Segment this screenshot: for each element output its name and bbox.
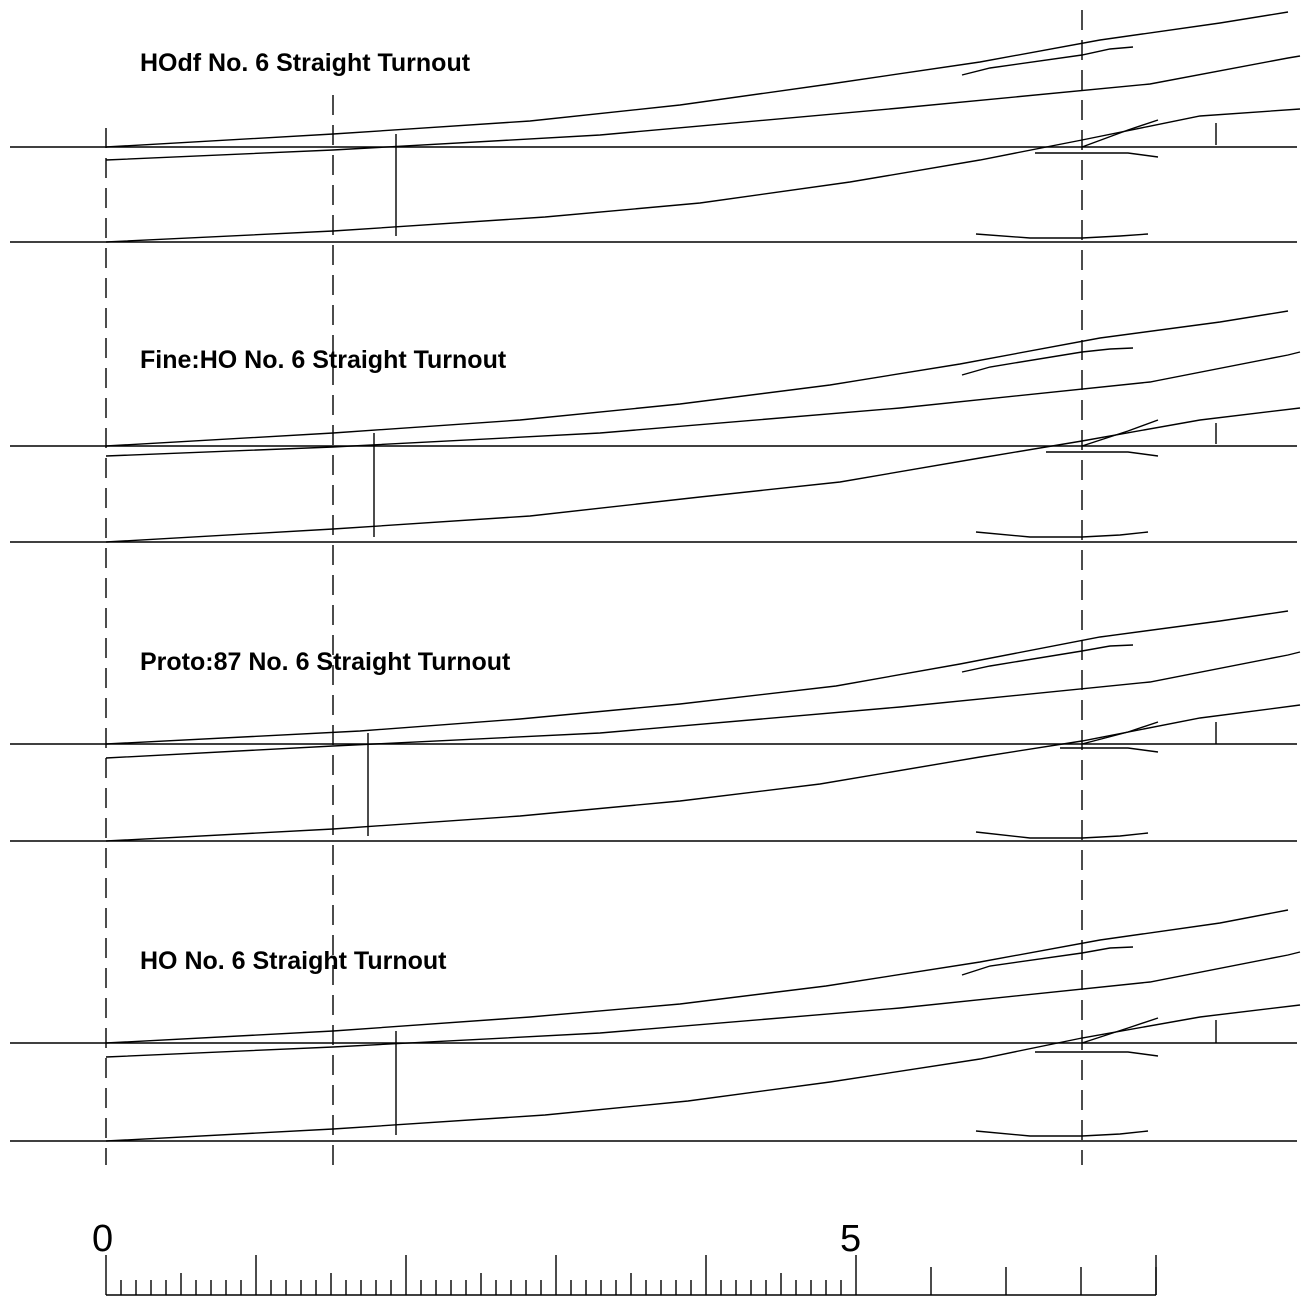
guard-rail-upper — [962, 348, 1133, 375]
guard-rail-lower — [976, 832, 1148, 838]
frog-wing — [1035, 1052, 1158, 1056]
scale-bar: 0 5 — [92, 1218, 1156, 1295]
closure-rail — [106, 109, 1300, 242]
frog-point — [1082, 420, 1158, 446]
closure-rail — [106, 1005, 1300, 1141]
guard-rail-lower — [976, 1131, 1148, 1136]
turnout-title: Proto:87 No. 6 Straight Turnout — [140, 648, 511, 676]
diverging-outer-rail — [106, 311, 1288, 446]
reference-lines — [106, 10, 1082, 1165]
turnout-drawing-2: Fine:HO No. 6 Straight Turnout — [10, 311, 1300, 542]
turnout-title: HOdf No. 6 Straight Turnout — [140, 49, 471, 77]
turnout-drawing-3: Proto:87 No. 6 Straight Turnout — [10, 611, 1300, 841]
scale-label-mid: 5 — [840, 1218, 861, 1260]
guard-rail-lower — [976, 234, 1148, 238]
turnout-drawing-1: HOdf No. 6 Straight Turnout — [10, 12, 1300, 242]
scale-ticks — [106, 1255, 1156, 1295]
turnout-drawing-4: HO No. 6 Straight Turnout — [10, 910, 1300, 1141]
frog-wing — [1035, 153, 1158, 157]
frog-point — [1082, 120, 1158, 147]
turnout-title: HO No. 6 Straight Turnout — [140, 947, 447, 975]
turnout-title: Fine:HO No. 6 Straight Turnout — [140, 346, 507, 374]
guard-rail-lower — [976, 532, 1148, 537]
scale-label-start: 0 — [92, 1218, 113, 1260]
frog-point — [1082, 1018, 1158, 1043]
frog-wing — [1046, 452, 1158, 456]
closure-rail — [106, 705, 1300, 841]
closure-rail — [106, 408, 1300, 542]
diverging-outer-rail — [106, 910, 1288, 1043]
frog-wing — [1060, 748, 1158, 752]
